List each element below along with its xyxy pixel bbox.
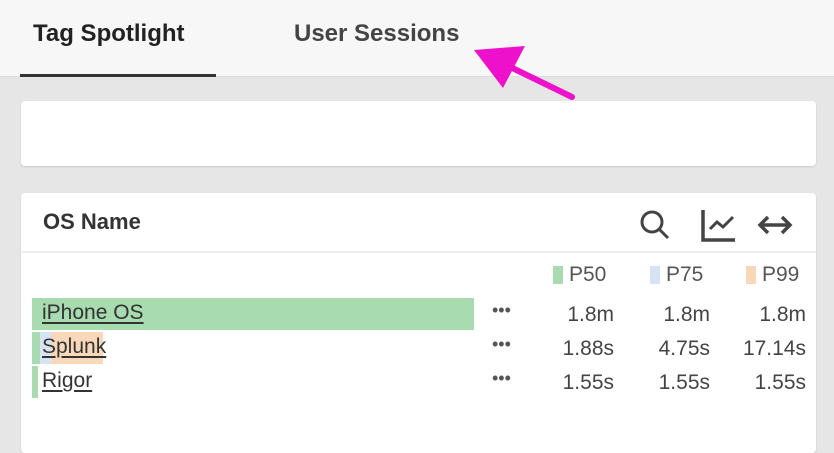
more-options-icon[interactable]: ••• [492,334,511,354]
row-link[interactable]: Rigor [42,369,93,392]
active-tab-indicator [20,74,216,77]
legend-p75: P75 [650,263,703,287]
legend-p99: P99 [746,263,799,287]
header-divider [21,251,816,253]
tab-user-sessions[interactable]: User Sessions [294,20,460,47]
bar-p50 [32,366,39,398]
table-row: iPhone OS ••• 1.8m 1.8m 1.8m [32,298,812,330]
os-name-panel: OS Name P50 P75 P99 iPhone OS ••• 1.8m 1.8m… [21,193,816,453]
legend-p50: P50 [553,263,606,287]
tab-tag-spotlight[interactable]: Tag Spotlight [33,20,185,47]
value-p50: 1.55s [562,371,614,394]
table-row: Rigor ••• 1.55s 1.55s 1.55s [32,366,812,398]
value-p75: 1.8m [663,303,710,326]
bar-p50 [32,332,40,364]
value-p99: 1.8m [759,303,806,326]
tab-bar: Tag Spotlight User Sessions [0,0,834,77]
row-link[interactable]: iPhone OS [42,301,144,324]
value-p75: 4.75s [658,337,710,360]
line-chart-icon[interactable] [700,207,736,243]
table-row: Splunk ••• 1.88s 4.75s 17.14s [32,332,812,364]
empty-card [21,101,816,166]
value-p75: 1.55s [658,371,710,394]
value-p50: 1.88s [562,337,614,360]
search-icon[interactable] [637,207,673,243]
panel-title: OS Name [43,209,141,234]
value-p99: 17.14s [742,337,806,360]
value-p99: 1.55s [754,371,806,394]
bar-p50 [32,298,474,330]
more-options-icon[interactable]: ••• [492,368,511,388]
row-link[interactable]: Splunk [42,335,107,358]
expand-horizontal-icon[interactable] [757,207,793,243]
more-options-icon[interactable]: ••• [492,300,511,320]
value-p50: 1.8m [567,303,614,326]
